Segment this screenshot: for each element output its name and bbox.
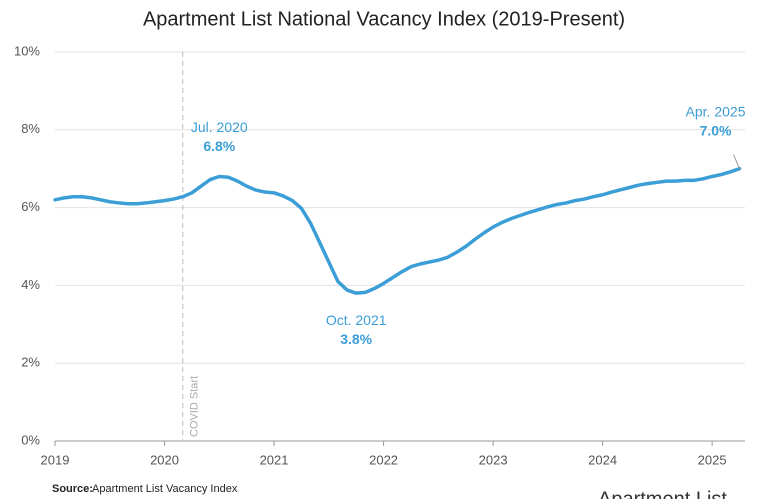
chart-title: Apartment List National Vacancy Index (2… — [143, 8, 625, 30]
y-tick-label: 10% — [14, 43, 40, 58]
x-tick-label: 2024 — [588, 452, 617, 467]
y-tick-label: 8% — [21, 121, 40, 136]
annotation-connector — [733, 154, 740, 169]
x-tick-label: 2020 — [150, 452, 179, 467]
logo: Apartment List — [598, 488, 727, 499]
annotation-value: 7.0% — [700, 122, 732, 138]
line — [53, 166, 742, 295]
x-tick-label: 2023 — [479, 452, 508, 467]
covid-label: COVID Start — [189, 376, 201, 437]
x-tick-label: 2022 — [369, 452, 398, 467]
y-tick-label: 0% — [21, 432, 40, 447]
y-tick-label: 2% — [21, 355, 40, 370]
source-label: Source: — [52, 483, 93, 495]
y-tick-label: 6% — [21, 199, 40, 214]
annotation-value: 3.8% — [340, 331, 372, 347]
y-tick-label: 4% — [21, 277, 40, 292]
source: Apartment List Vacancy Index — [92, 483, 238, 495]
annotation-value: 6.8% — [203, 138, 235, 154]
annotation-label: Oct. 2021 — [326, 312, 387, 328]
x-tick-label: 2021 — [260, 452, 289, 467]
x-tick-label: 2019 — [41, 452, 70, 467]
annotation-label: Jul. 2020 — [191, 119, 248, 135]
x-tick-label: 2025 — [698, 452, 727, 467]
annotation-label: Apr. 2025 — [686, 103, 746, 119]
